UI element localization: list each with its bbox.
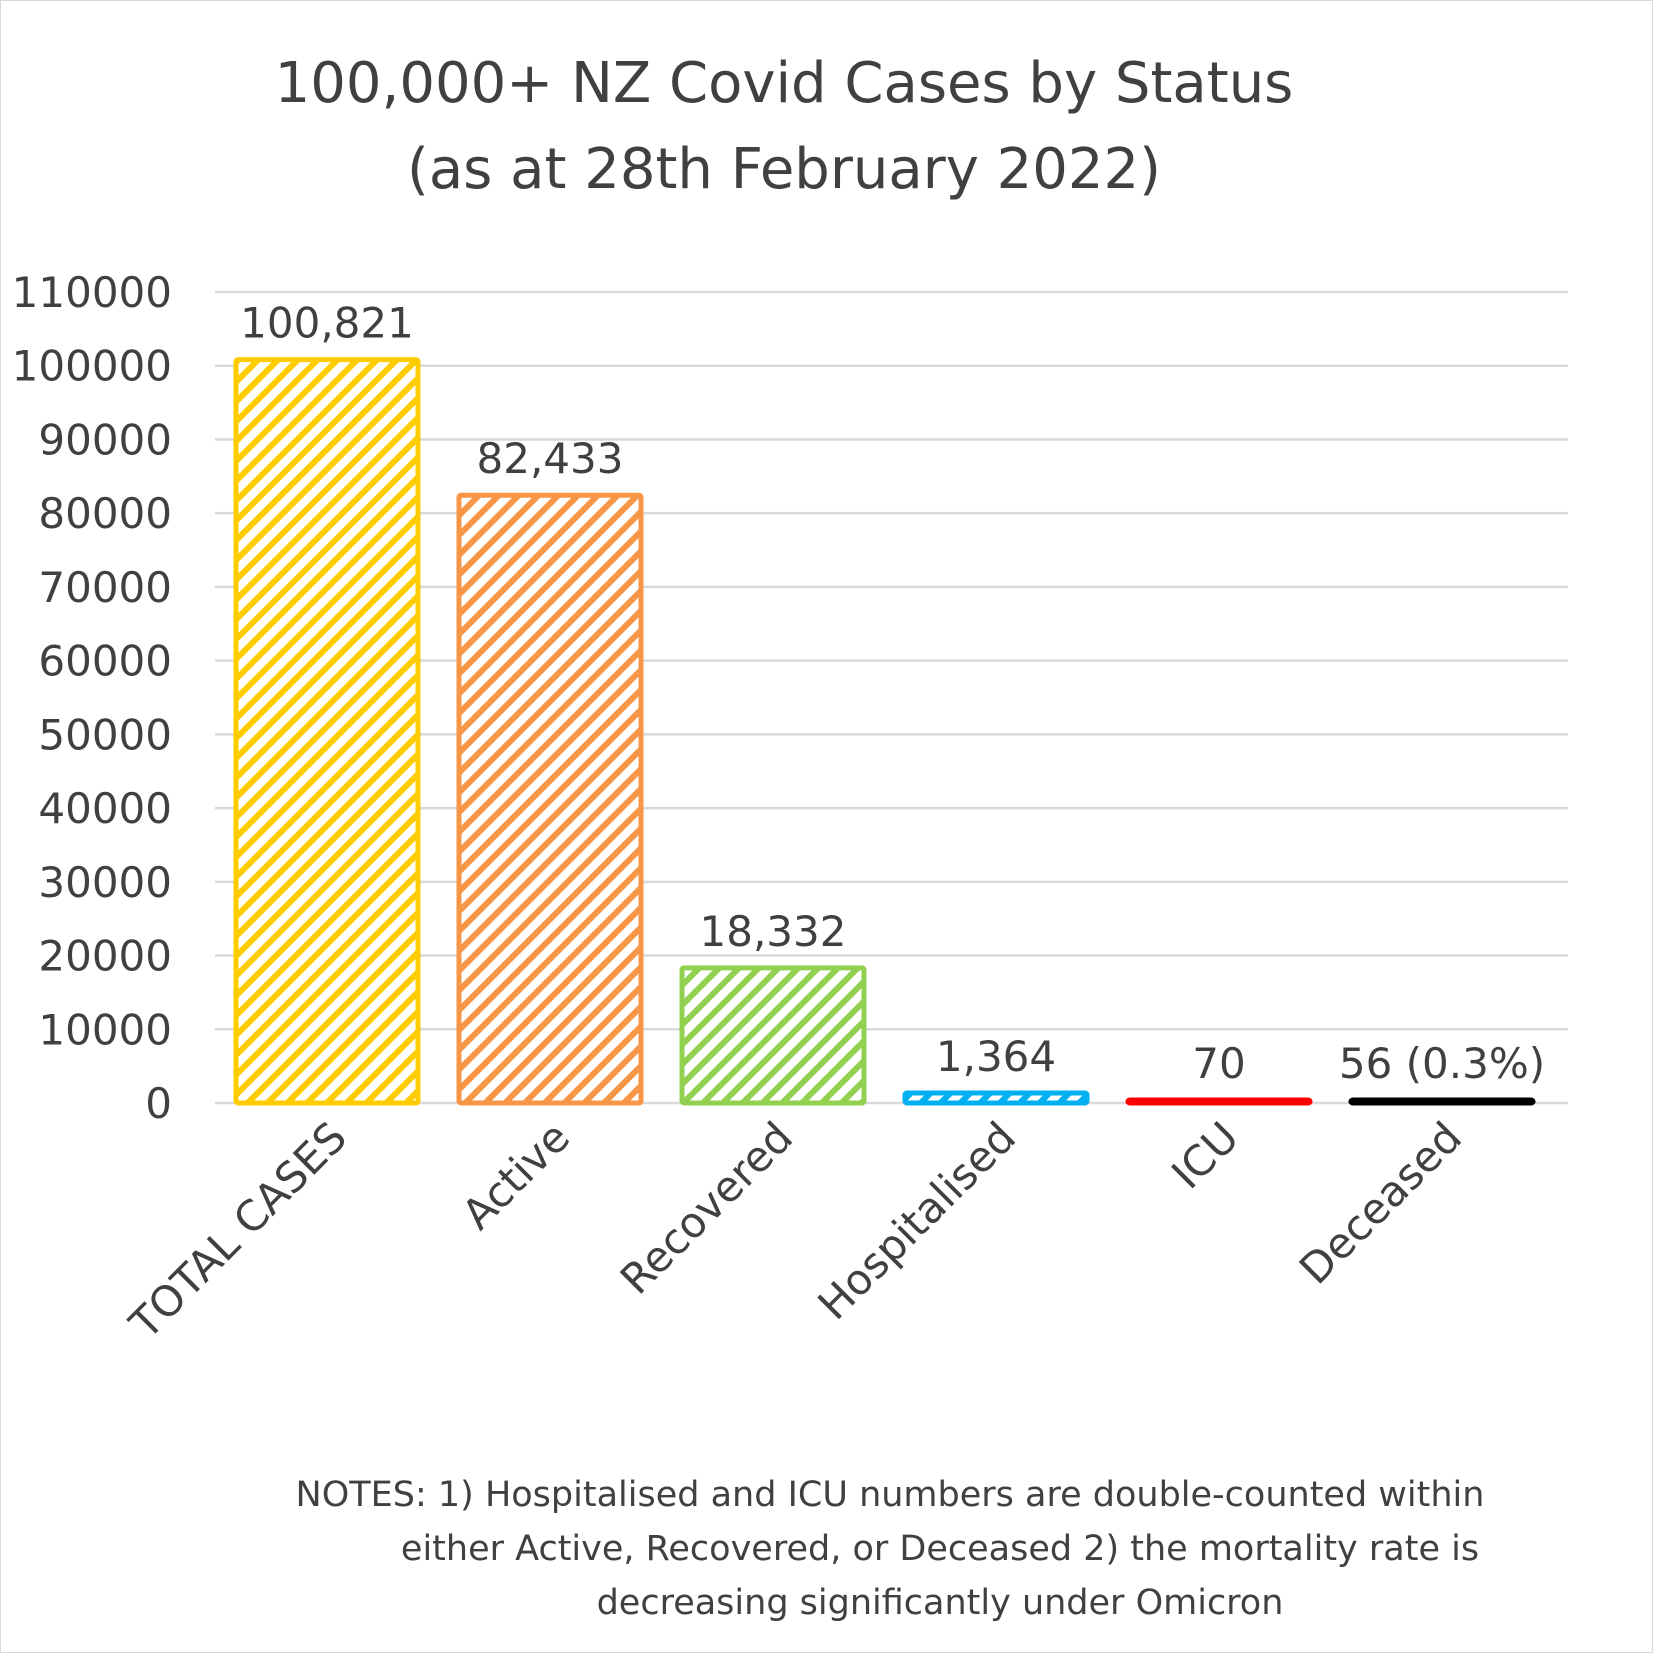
x-tick-label: Deceased <box>1290 1112 1471 1293</box>
y-tick-label: 20000 <box>38 932 172 981</box>
bar-active <box>456 492 644 1106</box>
x-tick-label: Active <box>453 1112 580 1239</box>
chart-title: 100,000+ NZ Covid Cases by Status (as at… <box>275 51 1294 202</box>
y-tick-label: 110000 <box>12 268 172 317</box>
x-axis-labels: TOTAL CASES Active Recovered Hospitalised IC… <box>120 1112 1472 1349</box>
chart-title-line-2: (as at 28th February 2022) <box>407 137 1161 202</box>
y-tick-label: 50000 <box>38 710 172 759</box>
x-tick-label: ICU <box>1162 1112 1248 1198</box>
note-line-2: either Active, Recovered, or Deceased 2)… <box>401 1529 1479 1569</box>
data-label: 18,332 <box>700 907 847 956</box>
y-tick-label: 10000 <box>38 1005 172 1054</box>
data-label: 70 <box>1192 1039 1245 1088</box>
y-tick-label: 90000 <box>38 415 172 464</box>
chart-title-line-1: 100,000+ NZ Covid Cases by Status <box>275 51 1294 116</box>
x-tick-label: TOTAL CASES <box>120 1112 357 1349</box>
y-tick-label: 70000 <box>38 563 172 612</box>
data-label: 82,433 <box>477 434 624 483</box>
y-tick-label: 80000 <box>38 489 172 538</box>
data-label: 56 (0.3%) <box>1339 1039 1545 1088</box>
data-label: 100,821 <box>240 299 414 348</box>
bar-recovered <box>679 965 867 1106</box>
bars <box>233 357 1536 1106</box>
bar-hospitalised <box>902 1090 1090 1106</box>
y-tick-label: 40000 <box>38 784 172 833</box>
bar-icu <box>1125 1097 1313 1106</box>
bar-total-cases <box>233 357 421 1106</box>
bar-deceased <box>1348 1097 1536 1106</box>
y-axis-ticks: 0 10000 20000 30000 40000 50000 60000 70000 8000… <box>12 268 172 1128</box>
y-tick-label: 0 <box>145 1079 172 1128</box>
y-tick-label: 100000 <box>12 342 172 391</box>
note-line-1: NOTES: 1) Hospitalised and ICU numbers a… <box>296 1475 1485 1515</box>
chart-notes: NOTES: 1) Hospitalised and ICU numbers a… <box>296 1475 1485 1623</box>
gridlines <box>215 290 1568 1105</box>
x-tick-label: Hospitalised <box>808 1112 1025 1329</box>
y-tick-label: 60000 <box>38 637 172 686</box>
data-labels: 100,821 82,433 18,332 1,364 70 56 (0.3%) <box>240 299 1545 1088</box>
data-label: 1,364 <box>936 1032 1056 1081</box>
x-tick-label: Recovered <box>611 1112 802 1303</box>
y-tick-label: 30000 <box>38 858 172 907</box>
note-line-3: decreasing significantly under Omicron <box>597 1583 1284 1623</box>
